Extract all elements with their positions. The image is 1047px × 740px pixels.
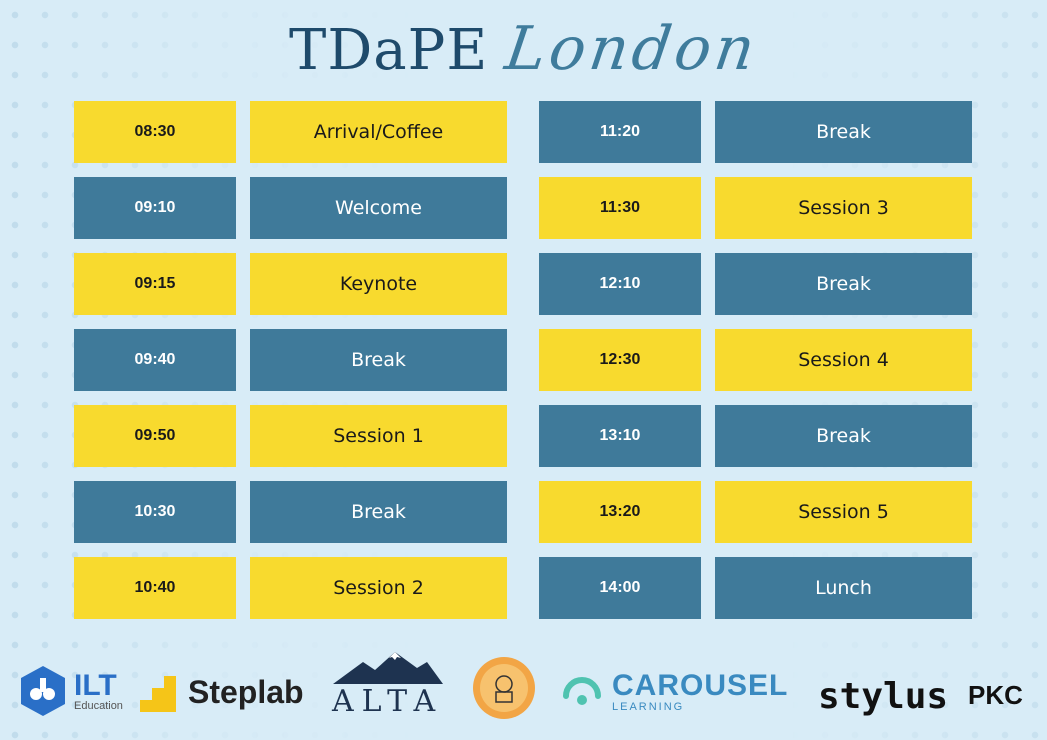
steplab-logo: Steplab	[140, 672, 304, 712]
schedule-time: 08:30	[74, 101, 236, 163]
schedule-event: Break	[715, 101, 972, 163]
schedule-event: Lunch	[715, 557, 972, 619]
carousel-name: CAROUSEL	[612, 669, 789, 702]
pkc-logo: PKC	[968, 680, 1023, 711]
schedule-time: 10:40	[74, 557, 236, 619]
title-location: London	[501, 14, 763, 84]
sounds-write-badge	[473, 657, 535, 719]
sounds-write-logo	[472, 656, 536, 720]
schedule-time: 09:50	[74, 405, 236, 467]
ilt-name: ILT	[74, 668, 117, 702]
steplab-name: Steplab	[188, 673, 304, 710]
page-title: TDaPE London	[0, 14, 1047, 84]
carousel-arc-icon	[563, 677, 601, 705]
schedule-event: Session 5	[715, 481, 972, 543]
schedule-time: 11:20	[539, 101, 701, 163]
schedule-time: 09:40	[74, 329, 236, 391]
schedule-time: 10:30	[74, 481, 236, 543]
schedule-time: 12:10	[539, 253, 701, 315]
alta-name: ALTA	[332, 684, 444, 719]
schedule-event: Session 3	[715, 177, 972, 239]
schedule-event: Session 2	[250, 557, 507, 619]
title-main: TDaPE	[289, 18, 489, 83]
schedule-event: Welcome	[250, 177, 507, 239]
schedule-event: Session 4	[715, 329, 972, 391]
alta-logo: ALTA	[332, 650, 443, 719]
schedule-time: 13:20	[539, 481, 701, 543]
mountain-icon	[332, 652, 443, 684]
ilt-sub: Education	[74, 699, 123, 712]
schedule-event: Break	[715, 253, 972, 315]
schedule-time: 11:30	[539, 177, 701, 239]
stylus-logo: stylus	[818, 676, 948, 717]
pkc-name: PKC	[968, 680, 1023, 710]
schedule-time: 09:10	[74, 177, 236, 239]
schedule-time: 13:10	[539, 405, 701, 467]
schedule-event: Arrival/Coffee	[250, 101, 507, 163]
stylus-name: stylus	[818, 676, 949, 717]
carousel-logo: CAROUSEL LEARNING	[560, 670, 788, 714]
ilt-hexagon-icon	[21, 666, 65, 716]
schedule-event: Break	[250, 329, 507, 391]
schedule-time: 09:15	[74, 253, 236, 315]
carousel-sub: LEARNING	[612, 701, 685, 713]
schedule-event: Keynote	[250, 253, 507, 315]
schedule-event: Break	[715, 405, 972, 467]
steplab-steps-icon	[140, 676, 176, 712]
sponsor-logos: ILT Education Steplab ALTA CARO	[0, 650, 1047, 730]
schedule-event: Session 1	[250, 405, 507, 467]
schedule-time: 12:30	[539, 329, 701, 391]
schedule-time: 14:00	[539, 557, 701, 619]
ilt-logo: ILT Education	[18, 664, 123, 718]
schedule-event: Break	[250, 481, 507, 543]
